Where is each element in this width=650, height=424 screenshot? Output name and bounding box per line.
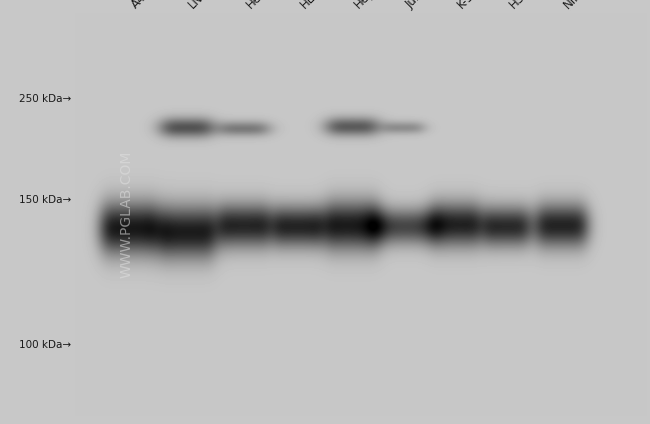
Text: 250 kDa→: 250 kDa→ [20,94,72,104]
Text: LNCaP: LNCaP [187,0,222,11]
Text: HEK-293: HEK-293 [298,0,342,11]
Text: A431: A431 [129,0,160,11]
Text: Jurkat: Jurkat [404,0,437,11]
Text: HeLa: HeLa [244,0,274,11]
Text: NIH/3T3: NIH/3T3 [561,0,603,11]
Text: K-562: K-562 [455,0,488,11]
Text: HSC-T6: HSC-T6 [506,0,546,11]
Text: HepG2: HepG2 [352,0,390,11]
Text: 100 kDa→: 100 kDa→ [20,340,72,350]
Text: 150 kDa→: 150 kDa→ [20,195,72,205]
Text: WWW.PGLAB.COM: WWW.PGLAB.COM [119,151,133,278]
